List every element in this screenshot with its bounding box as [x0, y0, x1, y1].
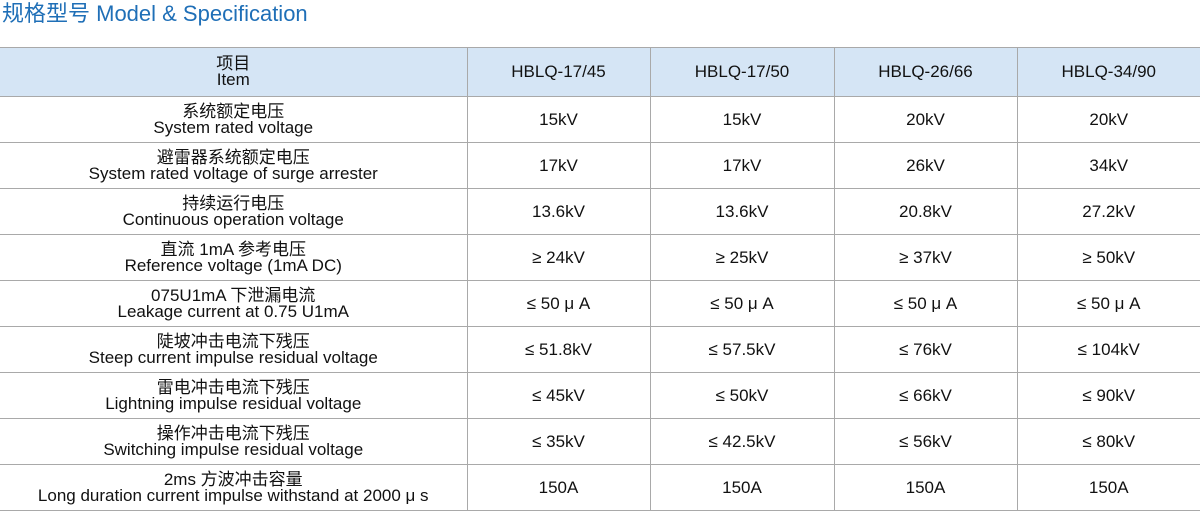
value-cell: ≤ 57.5kV	[649, 326, 835, 373]
value-cell: ≤ 50 μ A	[1016, 280, 1200, 327]
value-cell: 15kV	[466, 96, 651, 143]
spec-row: 075U1mA 下泄漏电流 Leakage current at 0.75 U1m…	[0, 280, 1200, 327]
item-en: Reference voltage (1mA DC)	[124, 255, 342, 275]
value-cell: 20kV	[833, 96, 1018, 143]
value-cell: 20.8kV	[833, 188, 1018, 235]
spec-row: 操作冲击电流下残压 Switching impulse residual volt…	[0, 418, 1200, 465]
value-cell: 26kV	[833, 142, 1018, 189]
item-en: Long duration current impulse withstand …	[37, 485, 429, 505]
value-cell: 17kV	[649, 142, 835, 189]
value-cell: ≤ 90kV	[1016, 372, 1200, 419]
value-cell: ≥ 25kV	[649, 234, 835, 281]
model-header: HBLQ-17/45	[466, 47, 651, 97]
value-cell: 17kV	[466, 142, 651, 189]
value-cell: ≤ 50 μ A	[649, 280, 835, 327]
item-cell: 系统额定电压 System rated voltage	[0, 96, 468, 143]
value-cell: ≤ 51.8kV	[466, 326, 651, 373]
value-cell: 150A	[1016, 464, 1200, 511]
item-cell: 075U1mA 下泄漏电流 Leakage current at 0.75 U1m…	[0, 280, 468, 327]
value-cell: 150A	[466, 464, 651, 511]
page-title: 规格型号 Model & Specification	[2, 1, 308, 26]
item-cell: 避雷器系统额定电压 System rated voltage of surge a…	[0, 142, 468, 189]
item-cell: 直流 1mA 参考电压 Reference voltage (1mA DC)	[0, 234, 468, 281]
item-cell: 陡坡冲击电流下残压 Steep current impulse residual …	[0, 326, 468, 373]
value-cell: ≤ 50 μ A	[466, 280, 651, 327]
item-cell: 持续运行电压 Continuous operation voltage	[0, 188, 468, 235]
item-zh: 系统额定电压	[182, 101, 285, 121]
item-zh: 操作冲击电流下残压	[156, 423, 310, 443]
value-cell: ≤ 35kV	[466, 418, 651, 465]
item-zh: 避雷器系统额定电压	[156, 147, 310, 167]
header-row: 项目 Item HBLQ-17/45 HBLQ-17/50 HBLQ-26/66 HB…	[0, 47, 1200, 97]
spec-row: 雷电冲击电流下残压 Lightning impulse residual volt…	[0, 372, 1200, 419]
item-cell: 操作冲击电流下残压 Switching impulse residual volt…	[0, 418, 468, 465]
value-cell: 34kV	[1016, 142, 1200, 189]
header-zh: 项目	[216, 54, 251, 73]
spec-row: 系统额定电压 System rated voltage 15kV 15kV 20kV 20…	[0, 96, 1200, 143]
value-cell: 13.6kV	[649, 188, 835, 235]
value-cell: 13.6kV	[466, 188, 651, 235]
model-header: HBLQ-17/50	[649, 47, 835, 97]
value-cell: ≥ 37kV	[833, 234, 1018, 281]
spec-row: 直流 1mA 参考电压 Reference voltage (1mA DC) ≥ 2…	[0, 234, 1200, 281]
item-zh: 持续运行电压	[182, 193, 285, 213]
item-zh: 雷电冲击电流下残压	[156, 377, 310, 397]
value-cell: 20kV	[1016, 96, 1200, 143]
table-body: 项目 Item HBLQ-17/45 HBLQ-17/50 HBLQ-26/66 HB…	[0, 47, 1200, 511]
value-cell: ≥ 24kV	[466, 234, 651, 281]
spec-row: 避雷器系统额定电压 System rated voltage of surge a…	[0, 142, 1200, 189]
value-cell: 27.2kV	[1016, 188, 1200, 235]
value-cell: ≤ 50 μ A	[833, 280, 1018, 327]
value-cell: 15kV	[649, 96, 835, 143]
item-cell: 2ms 方波冲击容量 Long duration current impulse …	[0, 464, 468, 511]
value-cell: ≤ 50kV	[649, 372, 835, 419]
item-en: Lightning impulse residual voltage	[105, 393, 362, 413]
item-en: Steep current impulse residual voltage	[88, 347, 378, 367]
item-zh: 陡坡冲击电流下残压	[156, 331, 310, 351]
model-header: HBLQ-34/90	[1016, 47, 1200, 97]
spec-row: 持续运行电压 Continuous operation voltage 13.6kV…	[0, 188, 1200, 235]
header-cell: 项目 Item	[0, 47, 468, 97]
model-header: HBLQ-26/66	[833, 47, 1018, 97]
item-en: System rated voltage	[153, 117, 314, 137]
value-cell: ≤ 45kV	[466, 372, 651, 419]
item-en: Switching impulse residual voltage	[103, 439, 364, 459]
item-en: System rated voltage of surge arrester	[88, 163, 378, 183]
value-cell: ≤ 42.5kV	[649, 418, 835, 465]
value-cell: 150A	[833, 464, 1018, 511]
value-cell: ≥ 50kV	[1016, 234, 1200, 281]
spec-row: 2ms 方波冲击容量 Long duration current impulse …	[0, 464, 1200, 511]
item-cell: 雷电冲击电流下残压 Lightning impulse residual volt…	[0, 372, 468, 419]
spec-row: 陡坡冲击电流下残压 Steep current impulse residual …	[0, 326, 1200, 373]
value-cell: ≤ 66kV	[833, 372, 1018, 419]
item-zh: 2ms 方波冲击容量	[163, 469, 303, 489]
value-cell: 150A	[649, 464, 835, 511]
value-cell: ≤ 104kV	[1016, 326, 1200, 373]
item-en: Leakage current at 0.75 U1mA	[117, 301, 350, 321]
value-cell: ≤ 76kV	[833, 326, 1018, 373]
spec-table: 项目 Item HBLQ-17/45 HBLQ-17/50 HBLQ-26/66 HB…	[0, 47, 1200, 511]
value-cell: ≤ 56kV	[833, 418, 1018, 465]
header-en: Item	[216, 70, 250, 89]
value-cell: ≤ 80kV	[1016, 418, 1200, 465]
item-zh: 直流 1mA 参考电压	[160, 239, 306, 259]
item-zh: 075U1mA 下泄漏电流	[151, 285, 316, 305]
item-en: Continuous operation voltage	[122, 209, 344, 229]
